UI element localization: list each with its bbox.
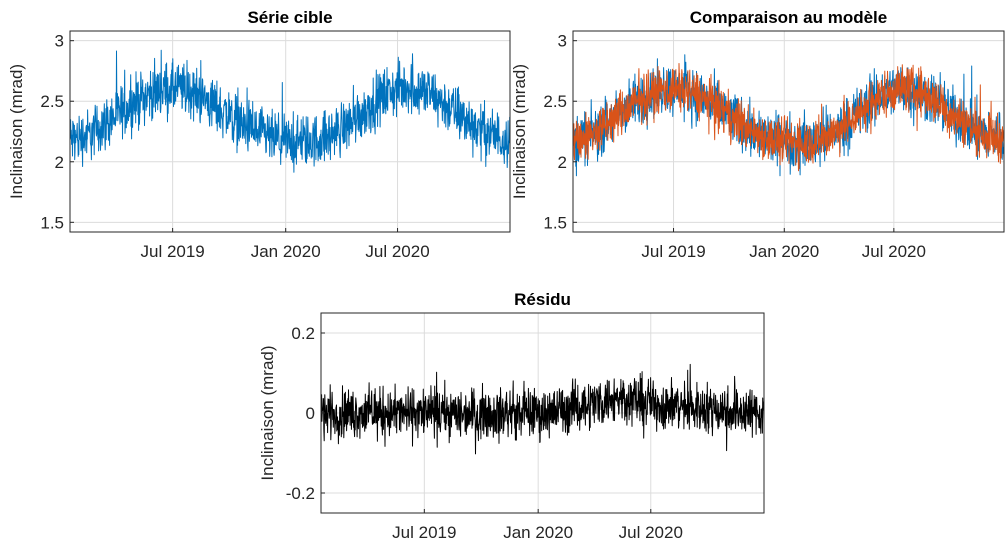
- x-tick-label: Jul 2020: [619, 523, 683, 542]
- x-tick-label: Jul 2020: [365, 242, 429, 261]
- chart-title: Résidu: [514, 290, 571, 309]
- series-line-1: [572, 63, 1005, 172]
- y-axis-label: Inclinaison (mrad): [258, 345, 277, 480]
- x-tick-label: Jan 2020: [503, 523, 573, 542]
- chart-title: Série cible: [247, 8, 332, 27]
- y-tick-label: 0: [306, 404, 315, 423]
- y-axis-label: Inclinaison (mrad): [7, 64, 26, 199]
- y-tick-label: 1.5: [40, 213, 64, 232]
- y-tick-label: 2.5: [543, 92, 567, 111]
- x-tick-label: Jul 2019: [392, 523, 456, 542]
- tick-labels: Jul 2019 Jan 2020 Jul 2020 1.5 2 2.5 3: [40, 32, 429, 261]
- y-tick-label: 3: [55, 32, 64, 51]
- x-tick-label: Jan 2020: [749, 242, 819, 261]
- chart-title: Comparaison au modèle: [690, 8, 887, 27]
- axes-box: [69, 30, 511, 233]
- y-tick-label: 0.2: [291, 324, 315, 343]
- x-tick-label: Jul 2020: [862, 242, 926, 261]
- x-tick-label: Jan 2020: [251, 242, 321, 261]
- x-tick-label: Jul 2019: [641, 242, 705, 261]
- panel-residu: Jul 2019 Jan 2020 Jul 2020-0.200.2 Résidu …: [258, 290, 765, 542]
- y-tick-label: 2: [558, 153, 567, 172]
- x-tick-label: Jul 2019: [140, 242, 204, 261]
- series-line-0: [320, 363, 765, 455]
- y-tick-label: -0.2: [286, 484, 315, 503]
- tick-labels: Jul 2019 Jan 2020 Jul 2020 1.5 2 2.5 3: [543, 32, 926, 261]
- panel-comparaison: Jul 2019 Jan 2020 Jul 2020 1.5 2 2.5 3 Compara…: [510, 8, 1005, 261]
- y-tick-label: 2: [55, 153, 64, 172]
- y-tick-label: 3: [558, 32, 567, 51]
- plot-area: [69, 49, 511, 173]
- series-line-0: [69, 49, 511, 173]
- plot-area: [572, 54, 1005, 177]
- axes-box: [572, 30, 1005, 233]
- y-tick-label: 1.5: [543, 213, 567, 232]
- panel-serie-cible: Jul 2019 Jan 2020 Jul 2020 1.5 2 2.5 3 Série c…: [7, 8, 511, 261]
- tick-labels: Jul 2019 Jan 2020 Jul 2020 -0.2 0 0.2: [286, 324, 683, 542]
- y-tick-label: 2.5: [40, 92, 64, 111]
- plot-area: [320, 363, 765, 455]
- y-axis-label: Inclinaison (mrad): [510, 64, 529, 199]
